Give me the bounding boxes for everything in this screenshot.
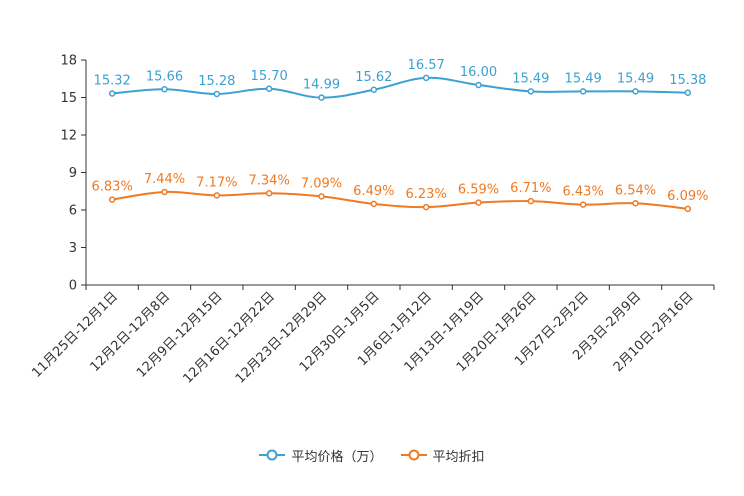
- data-label: 15.49: [565, 71, 602, 86]
- data-point: [684, 89, 692, 96]
- chart-series: 15.32 15.66 15.28 15.70 14.99 15.62 16.57 16.00…: [92, 58, 708, 213]
- x-tick-label: 12月23日-12月29日: [233, 289, 330, 386]
- data-point: [370, 200, 378, 208]
- data-label: 15.49: [617, 71, 654, 86]
- y-tick-label: 18: [60, 54, 77, 69]
- y-tick-label: 12: [60, 129, 77, 144]
- data-point: [108, 196, 116, 203]
- data-label: 14.99: [303, 78, 340, 93]
- series-line: [112, 76, 688, 99]
- data-label: 6.49%: [353, 184, 394, 199]
- data-label: 15.70: [251, 69, 288, 84]
- data-label: 15.66: [146, 69, 183, 84]
- data-point: [475, 81, 482, 89]
- data-label: 6.59%: [458, 183, 499, 198]
- data-label: 6.43%: [563, 185, 604, 200]
- x-tick-label: 11月25日-12月1日: [29, 289, 121, 381]
- data-label: 7.44%: [144, 172, 185, 187]
- data-label: 16.57: [408, 58, 445, 73]
- data-label: 7.34%: [249, 173, 290, 188]
- data-label: 15.38: [669, 73, 706, 88]
- data-label: 6.23%: [406, 187, 447, 202]
- y-tick-label: 15: [60, 91, 77, 106]
- x-tick-label: 12月16日-12月22日: [181, 289, 278, 386]
- data-point: [265, 85, 273, 92]
- data-label: 7.17%: [196, 175, 237, 190]
- data-point: [475, 199, 482, 206]
- data-point: [370, 86, 378, 93]
- legend-item-discount[interactable]: 平均折扣: [400, 446, 485, 465]
- data-label: 6.09%: [667, 189, 708, 204]
- legend-discount-marker-icon: [400, 449, 427, 461]
- data-point: [632, 200, 639, 207]
- data-point: [579, 88, 587, 95]
- y-tick-label: 3: [69, 241, 77, 256]
- data-point: [213, 192, 221, 199]
- data-label: 6.54%: [615, 183, 656, 198]
- legend: 平均价格（万） 平均折扣: [0, 443, 744, 467]
- data-point: [422, 74, 430, 82]
- data-point: [422, 203, 430, 211]
- legend-discount-label: 平均折扣: [432, 449, 485, 465]
- series-0: 15.32 15.66 15.28 15.70 14.99 15.62 16.57 16.00…: [94, 58, 706, 101]
- data-label: 15.62: [355, 70, 392, 85]
- y-tick-label: 6: [69, 204, 77, 219]
- data-point: [161, 86, 168, 93]
- y-tick-label: 9: [69, 166, 77, 181]
- data-point: [632, 88, 639, 95]
- data-label: 6.83%: [92, 180, 133, 195]
- data-label: 15.32: [94, 74, 131, 89]
- data-point: [265, 190, 273, 197]
- data-point: [684, 205, 692, 213]
- data-label: 15.49: [512, 71, 549, 86]
- legend-price-marker-icon: [259, 449, 286, 461]
- data-point: [213, 90, 221, 98]
- legend-item-price[interactable]: 平均价格（万）: [259, 446, 383, 465]
- data-label: 6.71%: [510, 181, 551, 196]
- data-label: 16.00: [460, 65, 497, 80]
- data-point: [527, 88, 535, 95]
- data-point: [579, 201, 587, 208]
- data-label: 15.28: [198, 74, 235, 89]
- data-point: [527, 197, 535, 205]
- y-tick-label: 0: [69, 279, 77, 294]
- series-line: [112, 190, 688, 210]
- data-label: 7.09%: [301, 176, 342, 191]
- data-point: [161, 188, 168, 196]
- series-1: 6.83% 7.44% 7.17% 7.34% 7.09% 6.49% 6.23% 6.59%…: [92, 172, 708, 213]
- legend-price-label: 平均价格（万）: [291, 449, 383, 465]
- data-point: [318, 94, 325, 101]
- chart-axes: 036912151811月25日-12月1日12月2日-12月8日12月9日-1…: [29, 54, 715, 387]
- data-point: [108, 90, 116, 97]
- data-point: [318, 193, 325, 200]
